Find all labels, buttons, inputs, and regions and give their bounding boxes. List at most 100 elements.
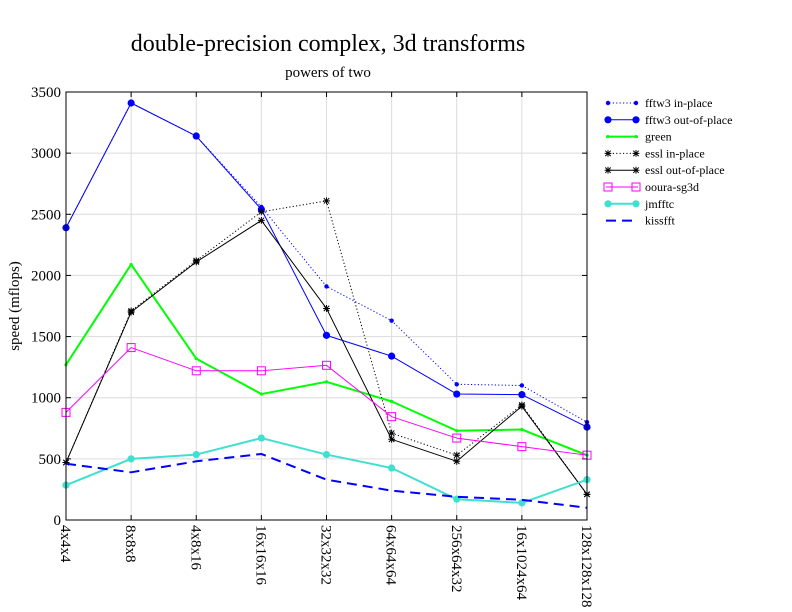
data-point xyxy=(388,435,396,443)
y-axis-ticks: 0 500 1000 1500 2000 2500 3000 3500 xyxy=(31,85,587,529)
legend-label: fftw3 out-of-place xyxy=(645,113,732,127)
legend: fftw3 in-place fftw3 out-of-place green ess… xyxy=(603,96,732,228)
data-point xyxy=(453,390,461,398)
legend-marker xyxy=(631,182,641,192)
data-point xyxy=(192,258,200,266)
chart-subtitle: powers of two xyxy=(285,65,371,81)
data-point xyxy=(390,399,394,403)
data-point xyxy=(453,457,461,465)
data-point xyxy=(388,464,396,472)
legend-label: kissfft xyxy=(645,214,675,228)
data-point xyxy=(518,402,526,410)
series-kissfft xyxy=(65,452,588,509)
legend-marker xyxy=(606,135,610,139)
x-tick-label: 256x64x32 xyxy=(448,525,464,593)
data-point xyxy=(257,217,265,224)
x-tick-label: 8x8x8 xyxy=(122,525,138,563)
legend-marker xyxy=(633,100,639,106)
legend-label: essl out-of-place xyxy=(645,163,725,177)
data-point xyxy=(453,451,461,459)
legend-entry: essl out-of-place xyxy=(604,163,725,177)
x-tick-label: 64x64x64 xyxy=(383,525,399,586)
data-point xyxy=(388,352,396,360)
data-point xyxy=(519,383,525,388)
legend-label: fftw3 in-place xyxy=(645,96,712,110)
data-point xyxy=(324,284,329,289)
data-point xyxy=(454,382,459,387)
x-tick-label: 4x8x16 xyxy=(187,525,203,571)
data-point xyxy=(256,366,266,376)
legend-marker xyxy=(604,166,612,174)
data-point xyxy=(127,308,135,316)
legend-marker xyxy=(605,100,611,106)
legend-marker xyxy=(632,166,640,174)
data-point xyxy=(389,318,394,323)
data-point xyxy=(127,99,135,107)
legend-marker xyxy=(632,116,640,124)
series-line xyxy=(65,452,588,509)
legend-label: ooura-sg3d xyxy=(645,180,699,194)
legend-entry: kissfft xyxy=(606,214,675,228)
data-point xyxy=(520,427,524,432)
legend-marker xyxy=(634,135,638,139)
legend-marker xyxy=(603,182,613,192)
data-point xyxy=(257,434,265,442)
data-point xyxy=(518,391,526,399)
data-point xyxy=(126,343,136,353)
data-point xyxy=(323,197,330,205)
legend-label: green xyxy=(645,130,672,144)
legend-label: jmfftc xyxy=(644,197,674,211)
data-point xyxy=(192,132,200,140)
y-tick-label: 1000 xyxy=(31,391,61,407)
data-point xyxy=(259,392,263,396)
data-point xyxy=(323,305,330,312)
data-point xyxy=(452,433,462,443)
series-line xyxy=(65,347,588,456)
data-point xyxy=(518,499,526,507)
legend-entry: fftw3 out-of-place xyxy=(604,113,732,127)
y-tick-label: 1500 xyxy=(31,330,61,346)
y-tick-label: 3000 xyxy=(31,146,61,162)
data-point xyxy=(387,412,397,422)
data-point xyxy=(129,262,133,267)
y-tick-label: 3500 xyxy=(31,85,61,101)
x-tick-label: 128x128x128 xyxy=(578,525,594,608)
legend-entry: green xyxy=(606,130,672,144)
legend-entry: jmfftc xyxy=(604,197,674,211)
x-tick-label: 32x32x32 xyxy=(318,525,334,585)
legend-entry: essl in-place xyxy=(604,146,705,160)
data-point xyxy=(194,356,198,361)
y-axis-label: speed (mflops) xyxy=(7,261,23,351)
legend-marker xyxy=(604,116,612,124)
data-point xyxy=(192,450,200,459)
y-tick-label: 2500 xyxy=(31,207,61,223)
legend-marker xyxy=(604,150,612,157)
legend-marker xyxy=(604,200,612,208)
legend-entry: ooura-sg3d xyxy=(603,180,699,194)
y-tick-label: 0 xyxy=(54,513,62,529)
y-tick-label: 500 xyxy=(39,452,62,468)
x-tick-label: 16x1024x64 xyxy=(513,525,529,601)
chart-title: double-precision complex, 3d transforms xyxy=(131,31,526,57)
legend-label: essl in-place xyxy=(645,146,705,160)
series-jmfftc xyxy=(62,434,591,507)
legend-marker xyxy=(632,200,640,208)
data-point xyxy=(455,429,459,433)
x-tick-label: 4x4x4 xyxy=(57,525,73,563)
data-point xyxy=(127,455,135,463)
data-point xyxy=(322,360,331,370)
x-tick-label: 16x16x16 xyxy=(252,525,268,586)
data-point xyxy=(388,429,396,437)
plot-frame xyxy=(65,91,588,521)
legend-marker xyxy=(632,150,640,157)
x-axis-ticks: 4x4x4 8x8x8 4x8x16 16x16x16 32x32x32 64x64x64… xyxy=(57,92,594,608)
data-point xyxy=(324,380,329,384)
data-point xyxy=(517,442,527,452)
data-point xyxy=(322,331,331,339)
data-point xyxy=(322,450,331,459)
y-tick-label: 2000 xyxy=(31,268,61,284)
data-point xyxy=(191,366,201,376)
data-point xyxy=(257,208,265,216)
legend-entry: fftw3 in-place xyxy=(605,96,712,110)
